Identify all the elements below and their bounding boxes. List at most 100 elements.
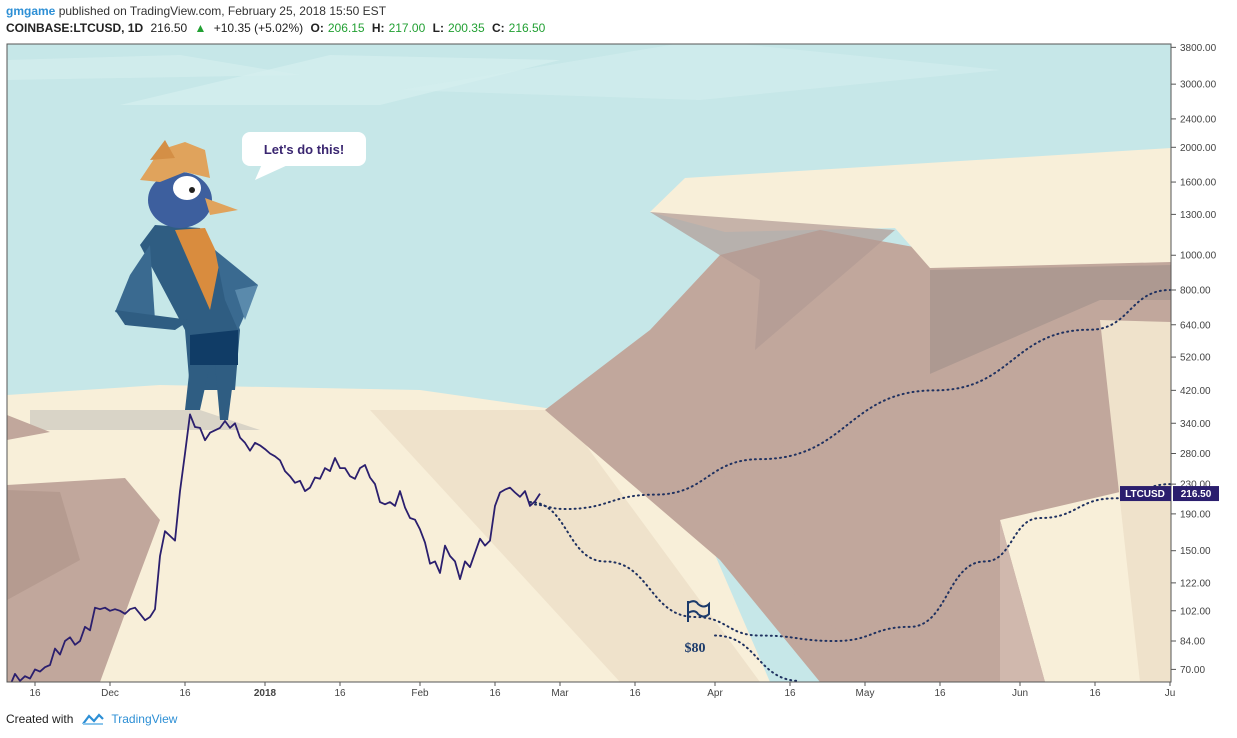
price-tag-symbol: LTCUSD xyxy=(1125,489,1165,500)
price-tick-label: 190.00 xyxy=(1180,509,1211,520)
time-tick-label: Apr xyxy=(707,688,723,699)
right-sand-shade xyxy=(1000,520,1045,682)
bird-pupil xyxy=(189,187,195,193)
price-tick-label: 280.00 xyxy=(1180,449,1211,460)
price-tick-label: 84.00 xyxy=(1180,637,1205,648)
bird-character xyxy=(115,140,258,420)
price-tick-label: 640.00 xyxy=(1180,320,1211,331)
cloud-shape xyxy=(120,55,560,105)
last-price: 216.50 xyxy=(150,21,188,35)
time-tick-label: 16 xyxy=(934,688,946,699)
price-tick-label: 102.00 xyxy=(1180,606,1211,617)
price-tick-label: 150.00 xyxy=(1180,546,1211,557)
time-tick-label: 16 xyxy=(629,688,641,699)
price-tag-value: 216.50 xyxy=(1181,489,1212,500)
bird-eye xyxy=(173,176,201,200)
publish-line: gmgame published on TradingView.com, Feb… xyxy=(6,4,386,18)
price-tick-label: 1000.00 xyxy=(1180,251,1217,262)
tradingview-logo-icon[interactable] xyxy=(81,712,105,726)
flag-icon xyxy=(687,600,710,618)
symbol-name: COINBASE:LTCUSD, 1D xyxy=(6,21,144,35)
price-axis-bg xyxy=(1171,44,1231,682)
speech-bubble-text: Let's do this! xyxy=(264,142,344,157)
price-tick-label: 70.00 xyxy=(1180,665,1205,676)
plateau-shadow xyxy=(30,410,260,430)
up-triangle-icon: ▲ xyxy=(194,21,207,35)
left-rock-shade xyxy=(7,490,80,600)
open-label: O: xyxy=(310,21,324,35)
price-tick-label: 1300.00 xyxy=(1180,210,1217,221)
publish-info: published on TradingView.com, February 2… xyxy=(58,4,387,18)
time-tick-label: 16 xyxy=(179,688,191,699)
price-tick-label: 520.00 xyxy=(1180,353,1211,364)
speech-bubble: Let's do this! xyxy=(242,132,366,180)
price-tick-label: 1600.00 xyxy=(1180,178,1217,189)
flag-marker[interactable]: $80 xyxy=(685,600,710,656)
projection-path xyxy=(529,483,1171,643)
scenery-layer xyxy=(7,44,1171,682)
price-tag-symbol-bg xyxy=(1120,486,1171,502)
bird-crest xyxy=(140,142,210,182)
cloud-shape xyxy=(400,44,1000,100)
bird-hand-right xyxy=(235,285,258,320)
time-tick-label: 16 xyxy=(1089,688,1101,699)
time-tick-label: Dec xyxy=(101,688,119,699)
bird-arm-left xyxy=(115,245,155,320)
projection-layer xyxy=(529,289,1171,682)
tradingview-link[interactable]: TradingView xyxy=(111,712,178,726)
high-label: H: xyxy=(371,21,385,35)
low-value: 200.35 xyxy=(447,21,485,35)
plateau-shade xyxy=(370,410,760,682)
projection-path xyxy=(529,289,1171,511)
price-tick-label: 2400.00 xyxy=(1180,114,1217,125)
price-tag-value-bg xyxy=(1173,486,1219,502)
price-tick-label: 230.00 xyxy=(1180,480,1211,491)
cloud-shape xyxy=(7,55,300,80)
bird-leg xyxy=(215,365,235,420)
close-value: 216.50 xyxy=(508,21,546,35)
time-tick-label: 16 xyxy=(29,688,41,699)
time-tick-label: 16 xyxy=(489,688,501,699)
time-tick-label: Mar xyxy=(551,688,569,699)
price-tick-label: 800.00 xyxy=(1180,286,1211,297)
cliff-shade xyxy=(650,212,895,350)
time-axis-bg xyxy=(7,682,1171,700)
time-tick-label: Ju xyxy=(1165,688,1176,699)
time-tick-label: Feb xyxy=(411,688,429,699)
flag-label: $80 xyxy=(685,641,706,656)
footer: Created with TradingView xyxy=(6,712,177,726)
price-tick-label: 3800.00 xyxy=(1180,43,1217,54)
price-tick-label: 420.00 xyxy=(1180,386,1211,397)
time-axis[interactable]: 16 Dec 16 2018 16 Feb 16 Mar 16 Apr 16 May 16 Jun 16 Ju xyxy=(29,682,1175,699)
price-tick-label: 2000.00 xyxy=(1180,143,1217,154)
price-tick-label: 3000.00 xyxy=(1180,80,1217,91)
time-tick-label: 16 xyxy=(784,688,796,699)
time-tick-label: Jun xyxy=(1012,688,1028,699)
close-label: C: xyxy=(491,21,505,35)
cliff-top-sand xyxy=(650,148,1171,268)
bird-shorts xyxy=(190,330,238,365)
open-value: 206.15 xyxy=(327,21,365,35)
left-rock-top xyxy=(7,415,50,440)
author-link[interactable]: gmgame xyxy=(6,4,56,18)
time-tick-label: 2018 xyxy=(254,688,277,699)
speech-bubble-box xyxy=(242,132,366,166)
time-tick-label: May xyxy=(856,688,875,699)
price-tick-label: 122.00 xyxy=(1180,578,1211,589)
bird-leg xyxy=(185,365,210,410)
created-with-label: Created with xyxy=(6,712,74,726)
bird-crest-tip xyxy=(150,140,175,160)
speech-bubble-tail xyxy=(255,164,290,180)
price-line xyxy=(10,413,541,682)
price-series-layer xyxy=(10,413,541,682)
price-tag: LTCUSD 216.50 xyxy=(1120,486,1219,502)
bird-tie xyxy=(175,228,220,310)
time-tick-label: 16 xyxy=(334,688,346,699)
price-tick-label: 340.00 xyxy=(1180,419,1211,430)
price-change: +10.35 (+5.02%) xyxy=(213,21,304,35)
symbol-line: COINBASE:LTCUSD, 1D 216.50 ▲ +10.35 (+5.… xyxy=(6,21,549,35)
price-axis[interactable]: 3800.00 3000.00 2400.00 2000.00 1600.00 1300.… xyxy=(1171,43,1217,676)
low-label: L: xyxy=(432,21,444,35)
bird-hand-left xyxy=(115,310,190,330)
